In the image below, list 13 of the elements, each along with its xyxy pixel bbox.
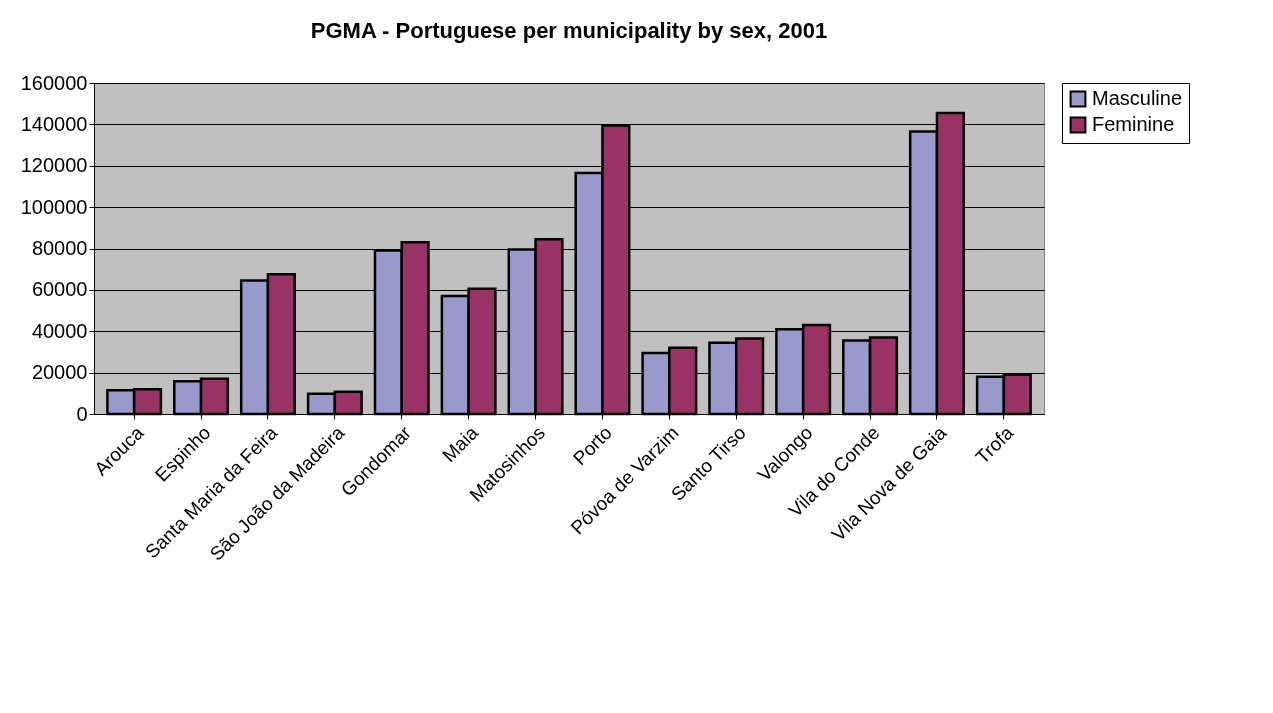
y-tick-label: 120000 — [20, 154, 88, 177]
y-tick-label: 40000 — [31, 319, 88, 342]
chart-title: PGMA - Portuguese per municipality by sex, 2001 — [310, 18, 828, 43]
legend-label: Masculine — [1092, 87, 1183, 109]
y-tick-label: 20000 — [31, 361, 88, 384]
y-tick-label: 80000 — [31, 237, 88, 259]
y-tick-label: 60000 — [31, 278, 88, 301]
x-tick-label: Trofa — [971, 421, 1018, 468]
y-tick-label: 0 — [76, 402, 88, 425]
y-tick-label: 140000 — [20, 112, 88, 135]
y-tick-label: 100000 — [20, 195, 88, 218]
legend-label: Feminine — [1092, 113, 1175, 135]
y-tick-label: 160000 — [20, 71, 88, 94]
